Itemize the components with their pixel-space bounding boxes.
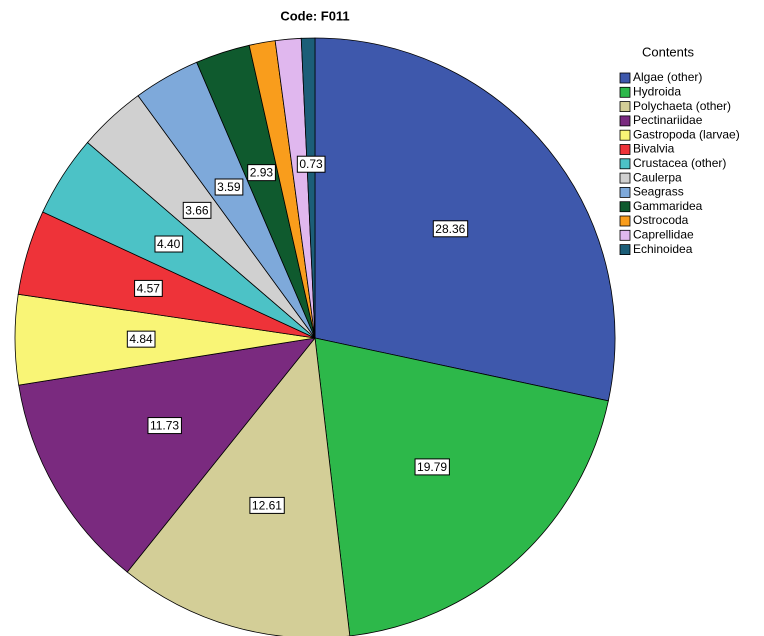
- data-label-box: [147, 417, 182, 435]
- legend-label: Caprellidae: [633, 227, 694, 241]
- legend-title: Contents: [642, 44, 695, 59]
- data-label-box: [414, 458, 450, 476]
- legend-swatch: [619, 158, 631, 170]
- legend-label: Echinoidea: [633, 242, 693, 256]
- legend-swatch: [619, 201, 631, 213]
- legend-label: Hydroida: [633, 84, 681, 98]
- data-label: 4.84: [126, 330, 156, 348]
- data-label-box: [134, 279, 163, 297]
- data-label: 28.36: [432, 220, 469, 238]
- data-label-box: [249, 496, 285, 514]
- legend-swatch: [619, 186, 631, 198]
- pie-slice: [314, 337, 609, 636]
- legend-swatch: [619, 86, 631, 98]
- legend-label: Gammaridea: [633, 199, 703, 213]
- legend-swatch: [619, 101, 631, 112]
- legend-label: Gastropoda (larvae): [633, 127, 740, 141]
- data-label: 2.93: [247, 164, 276, 182]
- data-label-text: 11.73: [150, 419, 179, 433]
- data-label-text: 12.61: [252, 498, 282, 512]
- legend-label: Seagrass: [633, 185, 684, 199]
- legend-swatch: [619, 229, 631, 241]
- data-label-text: 28.36: [435, 222, 465, 236]
- legend-label: Bivalvia: [633, 142, 675, 156]
- legend-label: Ostrocoda: [633, 213, 689, 227]
- legend-swatch: [619, 144, 631, 155]
- data-label-text: 4.57: [137, 281, 161, 295]
- legend-label: Caulerpa: [633, 170, 682, 184]
- data-label-box: [432, 220, 469, 238]
- data-label: 0.73: [296, 155, 326, 173]
- pie-slice: [300, 37, 316, 339]
- legend-swatch: [619, 215, 631, 227]
- legend-swatch: [619, 115, 631, 127]
- data-label-box: [182, 201, 212, 219]
- data-label-box: [214, 178, 244, 196]
- data-label: 12.61: [249, 496, 285, 514]
- data-label: 4.57: [134, 279, 163, 297]
- chart-title: Code: F011: [280, 8, 349, 23]
- legend-label: Crustacea (other): [633, 156, 726, 170]
- data-label-box: [247, 164, 276, 182]
- data-label: 3.59: [214, 178, 244, 196]
- pie-slice: [314, 37, 616, 402]
- data-label: 19.79: [414, 458, 450, 476]
- legend-swatch: [619, 244, 631, 256]
- data-label-text: 2.93: [250, 166, 274, 180]
- data-label-text: 4.84: [129, 332, 153, 346]
- legend-swatch: [619, 72, 631, 84]
- data-label-text: 3.59: [217, 180, 241, 194]
- legend-label: Algae (other): [633, 70, 702, 84]
- pie-slice: [126, 337, 351, 636]
- legend-label: Pectinariidae: [633, 113, 703, 127]
- data-label-text: 3.66: [185, 203, 209, 217]
- data-label: 11.73: [147, 417, 182, 435]
- data-label-text: 0.73: [299, 157, 323, 171]
- data-label-box: [126, 330, 156, 348]
- data-label-box: [154, 235, 184, 253]
- data-label: 3.66: [182, 201, 212, 219]
- legend-swatch: [619, 129, 631, 141]
- data-label-text: 4.40: [157, 237, 181, 251]
- data-label-text: 19.79: [417, 460, 447, 474]
- pie-slice: [18, 337, 316, 573]
- data-label: 4.40: [154, 235, 184, 253]
- data-label-box: [296, 155, 326, 173]
- legend-swatch: [619, 172, 631, 184]
- legend-label: Polychaeta (other): [633, 99, 731, 113]
